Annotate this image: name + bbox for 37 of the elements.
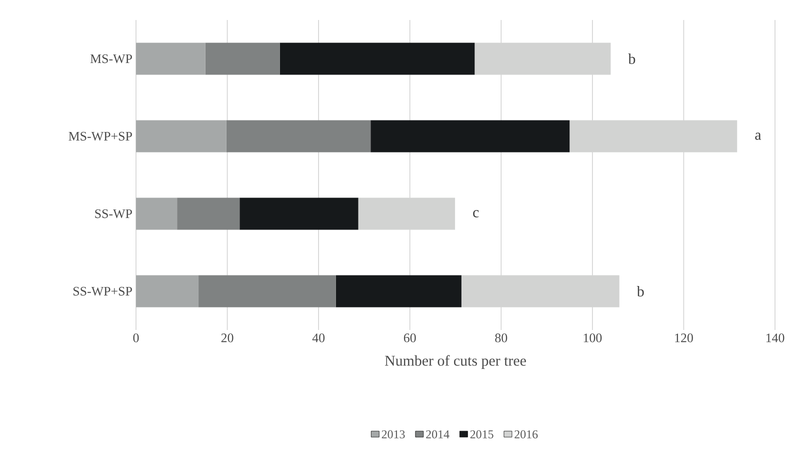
bar	[370, 120, 570, 152]
x-axis-title: Number of cuts per tree	[384, 355, 526, 369]
bar	[461, 275, 620, 308]
annotation: a	[755, 132, 762, 140]
annotation: b	[636, 286, 644, 297]
legend-label: 2015	[470, 430, 494, 438]
y-tick-label: SS-WP+SP	[73, 286, 132, 296]
bar	[198, 275, 336, 308]
bar	[570, 120, 738, 152]
bar	[240, 198, 358, 230]
x-tick-label: 80	[495, 334, 508, 342]
bar	[136, 198, 178, 230]
x-tick-label: 120	[675, 334, 693, 342]
x-tick-label: 100	[584, 334, 602, 342]
bar	[205, 42, 280, 75]
legend-label: 2016	[514, 430, 538, 438]
bar	[358, 198, 456, 230]
x-tick-label: 140	[766, 334, 784, 342]
bar	[226, 120, 371, 152]
x-tick-label: 60	[404, 334, 416, 342]
annotation: b	[628, 54, 636, 64]
legend-label: 2014	[426, 430, 450, 438]
bar	[177, 198, 240, 230]
x-tick-label: 20	[221, 334, 234, 342]
y-tick-label: SS-WP	[95, 209, 132, 218]
bar	[336, 275, 462, 308]
annotation: c	[473, 210, 479, 218]
legend-label: 2013	[382, 430, 405, 438]
bar	[136, 120, 226, 152]
y-tick-label: MS-WP+SP	[68, 132, 132, 141]
bar	[474, 42, 611, 75]
x-tick-label: 0	[133, 334, 139, 342]
bar	[136, 42, 206, 75]
x-tick-label: 40	[312, 334, 325, 342]
bar	[280, 42, 475, 75]
y-tick-label: MS-WP	[90, 54, 132, 64]
bar	[136, 275, 199, 308]
